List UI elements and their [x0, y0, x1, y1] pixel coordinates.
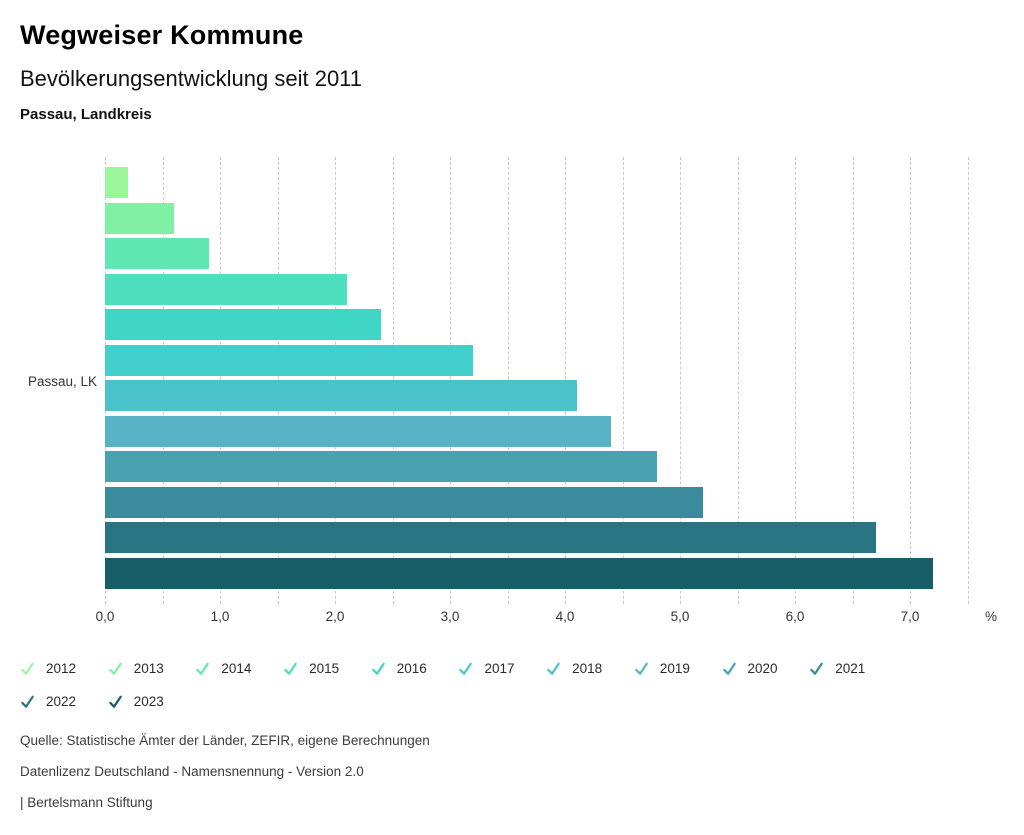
check-icon [108, 662, 122, 675]
chart-legend: 2012 2013 2014 2015 2016 2017 2018 2019 2020 2021… [20, 660, 906, 709]
footer-license: Datenlizenz Deutschland - Namensnennung … [20, 764, 364, 779]
bar-2013[interactable] [105, 202, 174, 234]
legend-year-label: 2014 [221, 660, 252, 676]
legend-item-2017[interactable]: 2017 [458, 660, 546, 676]
legend-year-label: 2012 [46, 660, 77, 676]
legend-year-label: 2022 [46, 693, 77, 709]
check-icon [21, 695, 34, 708]
legend-year-label: 2015 [309, 660, 340, 676]
check-icon [635, 662, 648, 675]
chart-subtitle: Bevölkerungsentwicklung seit 2011 [20, 66, 363, 91]
legend-year-label: 2013 [133, 660, 164, 676]
legend-item-2019[interactable]: 2019 [634, 660, 722, 676]
bar-chart: Passau, LK % 0,0 1,0 2,0 3,0 4,0 5,0 6,0 7,0 [27, 157, 998, 624]
bar-2022[interactable] [105, 522, 876, 553]
legend-year-label: 2016 [396, 660, 427, 676]
legend-year-label: 2017 [484, 660, 515, 676]
legend-item-2023[interactable]: 2023 [108, 693, 196, 709]
legend-year-label: 2020 [747, 660, 778, 676]
bar-2015[interactable] [105, 273, 347, 305]
gridline [737, 157, 739, 604]
x-tick-label-1,0: 1,0 [210, 609, 230, 624]
check-icon [108, 695, 122, 708]
bar-2016[interactable] [105, 309, 381, 340]
legend-item-2014[interactable]: 2014 [195, 660, 283, 676]
bar-2012[interactable] [105, 167, 128, 198]
legend-item-2021[interactable]: 2021 [809, 660, 897, 676]
x-tick-label-7,0: 7,0 [900, 609, 920, 624]
x-tick-label-5,0: 5,0 [670, 609, 690, 624]
footer-attribution: | Bertelsmann Stiftung [20, 795, 153, 810]
check-icon [459, 662, 473, 675]
check-icon [810, 662, 823, 675]
gridline [910, 157, 911, 604]
footer-source: Quelle: Statistische Ämter der Länder, Z… [20, 733, 430, 748]
check-icon [547, 662, 560, 675]
check-icon [284, 662, 297, 675]
page-title: Wegweiser Kommune [20, 20, 304, 50]
legend-item-2013[interactable]: 2013 [108, 660, 196, 676]
check-icon [722, 662, 736, 675]
legend-item-2020[interactable]: 2020 [722, 660, 810, 676]
bar-2019[interactable] [105, 415, 611, 447]
bar-2018[interactable] [105, 380, 577, 411]
gridline [680, 157, 681, 604]
legend-year-label: 2021 [835, 660, 866, 676]
region-label: Passau, Landkreis [20, 106, 152, 123]
legend-item-2015[interactable]: 2015 [283, 660, 371, 676]
gridline [852, 157, 854, 604]
legend-item-2016[interactable]: 2016 [371, 660, 459, 676]
y-axis-category-label: Passau, LK [27, 374, 97, 389]
bar-2020[interactable] [105, 451, 657, 482]
check-icon [196, 662, 210, 675]
bar-2014[interactable] [105, 238, 209, 269]
bar-2017[interactable] [105, 344, 473, 376]
legend-item-2012[interactable]: 2012 [20, 660, 108, 676]
bar-2023[interactable] [105, 557, 933, 589]
check-icon [371, 662, 385, 675]
gridline [795, 157, 796, 604]
x-tick-label-2,0: 2,0 [325, 609, 345, 624]
x-tick-label-0,0: 0,0 [95, 609, 115, 624]
legend-item-2022[interactable]: 2022 [20, 693, 108, 709]
bar-2021[interactable] [105, 486, 703, 518]
x-tick-label-3,0: 3,0 [440, 609, 460, 624]
check-icon [21, 662, 34, 675]
x-tick-label-6,0: 6,0 [785, 609, 805, 624]
x-axis-unit-label: % [985, 609, 998, 624]
legend-year-label: 2023 [133, 693, 164, 709]
x-tick-label-4,0: 4,0 [555, 609, 575, 624]
legend-item-2018[interactable]: 2018 [546, 660, 634, 676]
gridline [967, 157, 969, 604]
legend-year-label: 2018 [572, 660, 603, 676]
legend-year-label: 2019 [659, 660, 690, 676]
gridline [622, 157, 624, 604]
